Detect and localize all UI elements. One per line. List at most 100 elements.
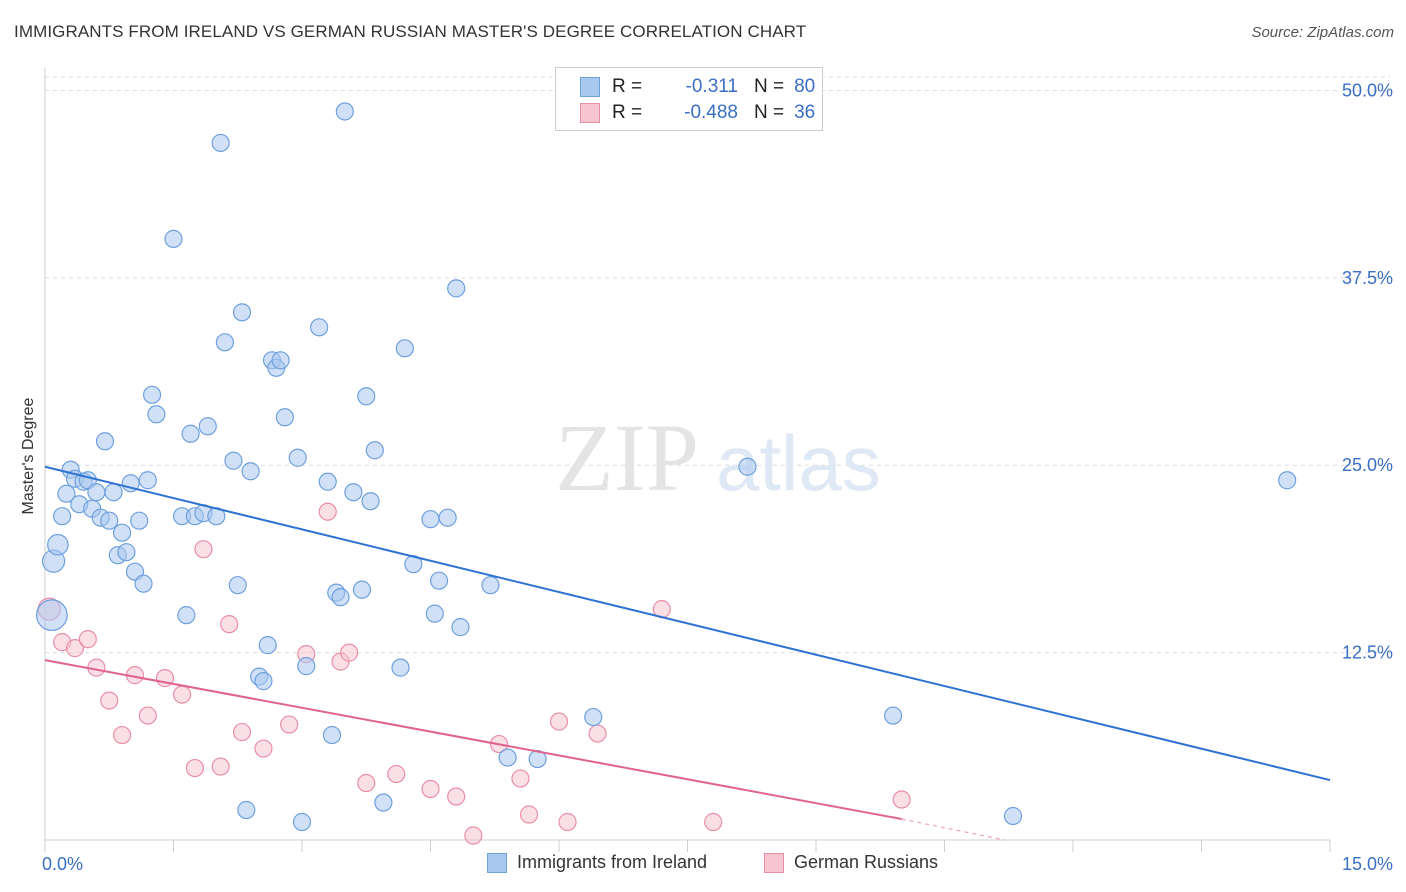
point-german-russians [511,769,530,788]
r-value: -0.311 [685,76,738,97]
point-german-russians [78,630,97,649]
point-german-russians [588,724,607,743]
point-german-russians [892,790,911,809]
x-tick-label-min: 0.0% [42,854,83,874]
point-immigrants-from-ireland [331,588,350,607]
point-immigrants-from-ireland [232,303,252,322]
series-immigrants-from-ireland [35,102,1297,832]
n-value: 80 [794,76,816,97]
source-label: Source: ZipAtlas.com [1251,24,1394,41]
point-german-russians [558,812,577,832]
point-german-russians [138,706,157,725]
point-immigrants-from-ireland [142,385,162,404]
point-german-russians [549,712,569,731]
y-tick-labels: 12.5% 25.0% 37.5% 50.0% [1342,80,1393,662]
point-immigrants-from-ireland [421,510,440,529]
point-immigrants-from-ireland [429,571,449,590]
point-immigrants-from-ireland [292,812,312,832]
point-immigrants-from-ireland [1003,806,1023,826]
point-german-russians [65,639,85,658]
point-german-russians [232,722,252,742]
legend-swatch-blue [487,852,507,873]
point-immigrants-from-ireland [438,508,457,527]
point-german-russians [280,715,299,734]
trend-line-ireland [44,465,1331,782]
point-immigrants-from-ireland [164,229,183,248]
point-german-russians [185,758,205,778]
point-immigrants-from-ireland [224,451,243,470]
legend-swatch-blue [580,77,600,97]
point-immigrants-from-ireland [288,448,307,467]
n-value: 36 [794,102,816,123]
gridlines [45,76,1390,654]
point-german-russians [464,826,483,845]
legend-item-german-russians: German Russians [764,852,938,873]
point-german-russians [421,779,440,799]
point-immigrants-from-ireland [177,606,196,625]
point-immigrants-from-ireland [322,725,342,745]
point-immigrants-from-ireland [35,599,68,632]
point-immigrants-from-ireland [447,279,466,298]
point-immigrants-from-ireland [374,793,393,812]
point-immigrants-from-ireland [215,333,234,352]
point-immigrants-from-ireland [53,507,72,526]
r-label: R = [612,76,643,97]
point-immigrants-from-ireland [883,706,903,725]
point-immigrants-from-ireland [134,574,153,593]
point-immigrants-from-ireland [344,483,363,502]
point-immigrants-from-ireland [365,441,384,460]
n-label: N = [754,76,785,97]
point-german-russians [318,502,337,521]
y-tick-label: 25.0% [1342,455,1393,475]
point-immigrants-from-ireland [275,408,294,427]
r-value: -0.488 [684,102,738,123]
point-immigrants-from-ireland [361,492,380,511]
point-immigrants-from-ireland [297,657,316,676]
trend-line-german-russians-extension [901,818,1005,841]
point-immigrants-from-ireland [198,417,217,436]
point-german-russians [211,757,230,776]
point-immigrants-from-ireland [117,543,136,562]
point-immigrants-from-ireland [357,387,376,406]
point-immigrants-from-ireland [451,618,470,637]
point-immigrants-from-ireland [584,707,603,727]
x-axis-ticks [44,840,1331,852]
point-immigrants-from-ireland [87,483,106,502]
y-axis-label: Master's Degree [20,397,37,514]
point-german-russians [112,725,132,745]
legend-label-german-russians: German Russians [794,852,939,872]
point-german-russians [447,787,466,806]
point-german-russians [172,685,192,704]
point-immigrants-from-ireland [271,351,290,370]
stats-legend-row-ireland: R = -0.311 N = 80 [580,75,815,99]
legend-item-ireland: Immigrants from Ireland [487,852,707,873]
stats-legend-row-german-russians: R = -0.488 N = 36 [580,101,815,125]
x-tick-label-max: 15.0% [1342,854,1393,874]
point-german-russians [220,615,239,634]
point-german-russians [254,739,273,758]
y-tick-label: 50.0% [1342,80,1393,100]
point-immigrants-from-ireland [95,432,115,451]
legend-label-ireland: Immigrants from Ireland [517,852,708,872]
point-immigrants-from-ireland [112,523,132,542]
point-immigrants-from-ireland [228,576,247,595]
point-immigrants-from-ireland [138,471,157,490]
point-german-russians [357,773,376,793]
legend-swatch-pink [580,103,600,123]
watermark-zip: ZIP [555,404,699,511]
r-label: R = [612,102,643,123]
stats-legend: R = -0.311 N = 80 R = -0.488 N = 36 [555,67,823,131]
point-immigrants-from-ireland [310,318,329,337]
point-german-russians [194,540,213,559]
point-german-russians [387,764,406,784]
point-immigrants-from-ireland [130,511,149,530]
point-immigrants-from-ireland [738,457,757,476]
point-immigrants-from-ireland [47,533,69,556]
point-immigrants-from-ireland [318,472,337,491]
point-immigrants-from-ireland [352,580,372,599]
y-tick-label: 37.5% [1342,268,1393,288]
point-immigrants-from-ireland [237,800,256,820]
point-immigrants-from-ireland [100,511,119,530]
point-immigrants-from-ireland [395,339,414,358]
